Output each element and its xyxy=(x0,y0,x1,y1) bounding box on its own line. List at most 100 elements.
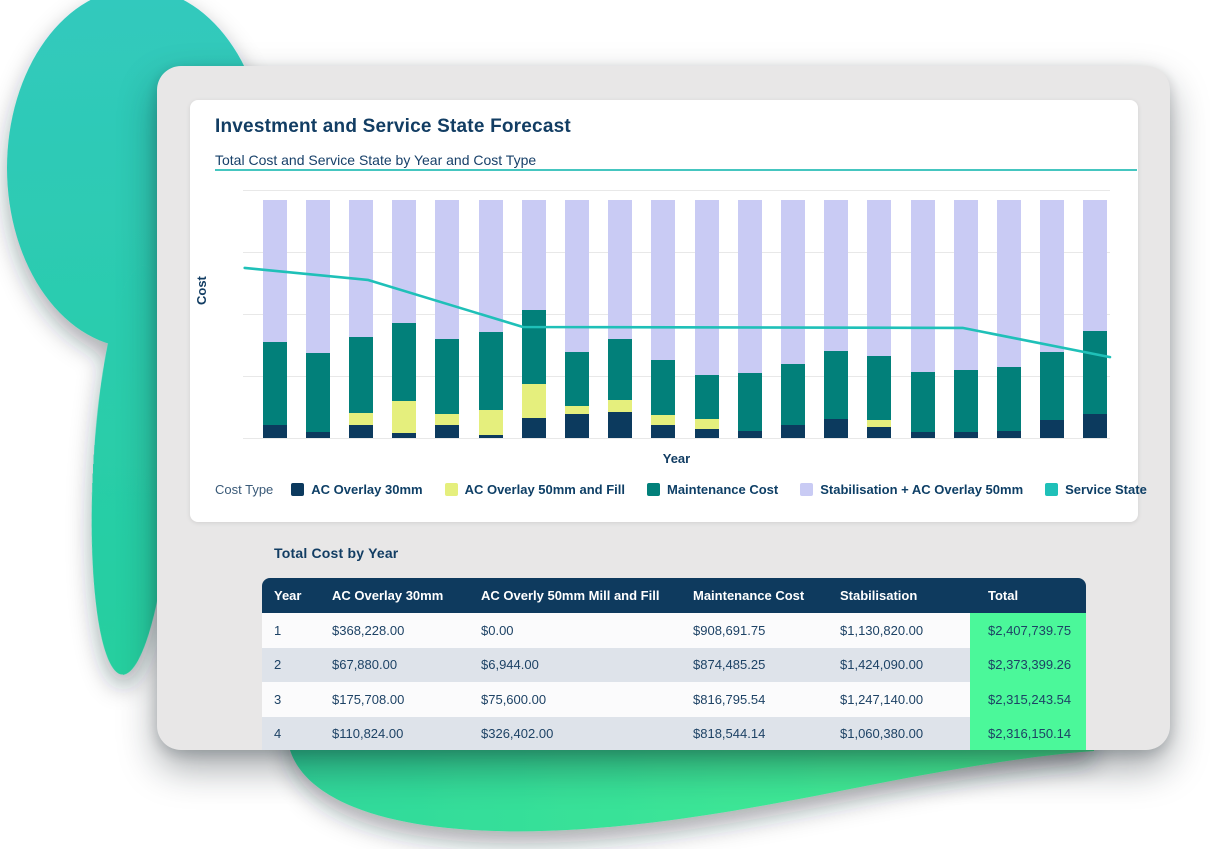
segment-stabilisation[interactable] xyxy=(608,200,633,339)
segment-stabilisation[interactable] xyxy=(521,200,546,310)
segment-ac50[interactable] xyxy=(608,400,633,412)
stacked-bar-year-9[interactable] xyxy=(608,200,633,438)
segment-ac50[interactable] xyxy=(392,401,417,433)
segment-ac50[interactable] xyxy=(435,414,460,425)
segment-ac50[interactable] xyxy=(478,410,503,435)
table-header-ac-overlay-30mm: AC Overlay 30mm xyxy=(320,578,469,613)
legend-item-ac-overlay-50mm-and-fill[interactable]: AC Overlay 50mm and Fill xyxy=(444,482,625,497)
segment-stabilisation[interactable] xyxy=(910,200,935,372)
table-cell: $874,485.25 xyxy=(681,647,828,682)
stacked-bar-year-14[interactable] xyxy=(824,200,849,438)
y-axis-label: Cost xyxy=(194,276,209,305)
segment-ac30[interactable] xyxy=(910,432,935,438)
stacked-bar-year-4[interactable] xyxy=(392,200,417,438)
segment-maintenance[interactable] xyxy=(737,373,762,431)
segment-ac30[interactable] xyxy=(348,425,373,438)
segment-maintenance[interactable] xyxy=(694,375,719,419)
segment-ac30[interactable] xyxy=(737,431,762,438)
stacked-bar-year-16[interactable] xyxy=(910,200,935,438)
segment-maintenance[interactable] xyxy=(867,356,892,420)
stacked-bar-year-15[interactable] xyxy=(867,200,892,438)
stacked-bar-year-20[interactable] xyxy=(1083,200,1108,438)
segment-maintenance[interactable] xyxy=(392,323,417,401)
segment-ac30[interactable] xyxy=(824,419,849,438)
segment-ac50[interactable] xyxy=(694,419,719,429)
segment-maintenance[interactable] xyxy=(910,372,935,432)
segment-stabilisation[interactable] xyxy=(651,200,676,360)
segment-ac30[interactable] xyxy=(521,418,546,438)
segment-maintenance[interactable] xyxy=(305,353,330,432)
segment-maintenance[interactable] xyxy=(1040,352,1065,420)
legend-item-maintenance-cost[interactable]: Maintenance Cost xyxy=(646,482,778,497)
segment-stabilisation[interactable] xyxy=(1040,200,1065,352)
segment-stabilisation[interactable] xyxy=(1083,200,1108,331)
segment-maintenance[interactable] xyxy=(608,339,633,400)
segment-ac30[interactable] xyxy=(478,435,503,438)
stacked-bar-year-7[interactable] xyxy=(521,200,546,438)
segment-maintenance[interactable] xyxy=(435,339,460,414)
segment-ac30[interactable] xyxy=(392,433,417,438)
segment-ac50[interactable] xyxy=(867,420,892,427)
table-header-ac-overly-50mm-mill-and-fill: AC Overly 50mm Mill and Fill xyxy=(469,578,681,613)
segment-maintenance[interactable] xyxy=(348,337,373,413)
stacked-bar-year-5[interactable] xyxy=(435,200,460,438)
legend-item-stabilisation-ac-overlay-50mm[interactable]: Stabilisation + AC Overlay 50mm xyxy=(800,482,1023,497)
legend-item-service-state[interactable]: Service State xyxy=(1045,482,1147,497)
stacked-bar-year-18[interactable] xyxy=(996,200,1021,438)
segment-ac30[interactable] xyxy=(996,431,1021,438)
segment-maintenance[interactable] xyxy=(262,342,287,425)
segment-maintenance[interactable] xyxy=(824,351,849,419)
segment-stabilisation[interactable] xyxy=(953,200,978,370)
gridline xyxy=(243,314,1110,315)
segment-ac30[interactable] xyxy=(608,412,633,438)
segment-stabilisation[interactable] xyxy=(694,200,719,375)
stacked-bar-year-6[interactable] xyxy=(478,200,503,438)
segment-stabilisation[interactable] xyxy=(478,200,503,332)
legend-item-ac-overlay-30mm[interactable]: AC Overlay 30mm xyxy=(291,482,423,497)
table-cell: $1,130,820.00 xyxy=(828,613,970,648)
segment-ac50[interactable] xyxy=(348,413,373,425)
segment-stabilisation[interactable] xyxy=(392,200,417,323)
segment-stabilisation[interactable] xyxy=(867,200,892,356)
segment-maintenance[interactable] xyxy=(564,352,589,406)
segment-ac50[interactable] xyxy=(521,384,546,418)
stacked-bar-year-17[interactable] xyxy=(953,200,978,438)
segment-stabilisation[interactable] xyxy=(780,200,805,364)
segment-ac30[interactable] xyxy=(867,427,892,438)
segment-maintenance[interactable] xyxy=(521,310,546,384)
segment-stabilisation[interactable] xyxy=(824,200,849,351)
segment-ac30[interactable] xyxy=(651,425,676,438)
segment-ac50[interactable] xyxy=(651,415,676,425)
legend-swatch xyxy=(444,482,458,496)
service-state-line xyxy=(243,266,1112,359)
segment-maintenance[interactable] xyxy=(478,332,503,410)
segment-ac30[interactable] xyxy=(953,432,978,438)
segment-ac30[interactable] xyxy=(780,425,805,438)
segment-stabilisation[interactable] xyxy=(737,200,762,373)
segment-ac30[interactable] xyxy=(564,414,589,438)
segment-maintenance[interactable] xyxy=(996,367,1021,431)
stacked-bar-year-3[interactable] xyxy=(348,200,373,438)
stacked-bar-year-19[interactable] xyxy=(1040,200,1065,438)
segment-maintenance[interactable] xyxy=(953,370,978,432)
segment-ac30[interactable] xyxy=(1040,420,1065,438)
forecast-card: Investment and Service State Forecast To… xyxy=(190,100,1147,522)
stacked-bar-year-10[interactable] xyxy=(651,200,676,438)
stacked-bar-year-11[interactable] xyxy=(694,200,719,438)
segment-maintenance[interactable] xyxy=(780,364,805,425)
segment-ac30[interactable] xyxy=(694,429,719,438)
legend-swatch xyxy=(1045,482,1059,496)
segment-stabilisation[interactable] xyxy=(348,200,373,337)
table-cell: $0.00 xyxy=(469,613,681,648)
stacked-bar-year-12[interactable] xyxy=(737,200,762,438)
segment-ac30[interactable] xyxy=(1083,414,1108,438)
segment-maintenance[interactable] xyxy=(651,360,676,415)
stacked-bar-year-13[interactable] xyxy=(780,200,805,438)
segment-ac30[interactable] xyxy=(435,425,460,438)
segment-ac50[interactable] xyxy=(564,406,589,414)
table-cell: $75,600.00 xyxy=(469,682,681,717)
segment-ac30[interactable] xyxy=(305,432,330,438)
segment-stabilisation[interactable] xyxy=(435,200,460,339)
segment-maintenance[interactable] xyxy=(1083,331,1108,414)
segment-ac30[interactable] xyxy=(262,425,287,438)
